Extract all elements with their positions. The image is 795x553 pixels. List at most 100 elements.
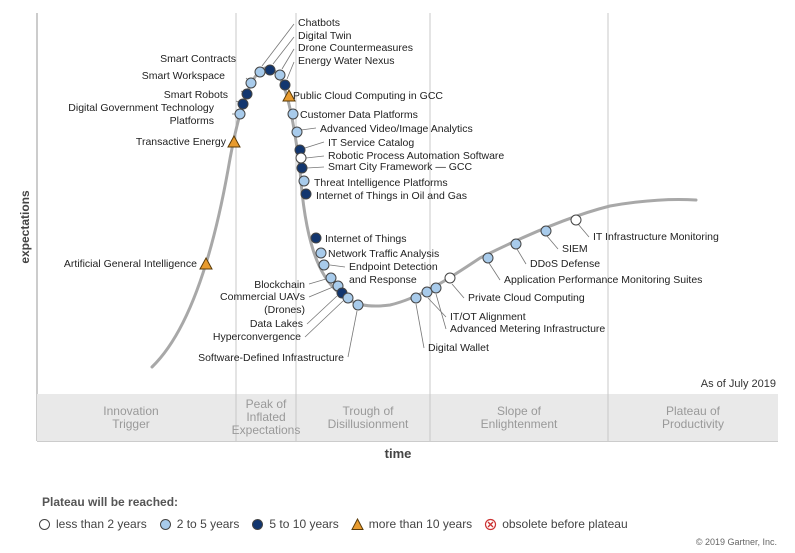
- marker-private-cloud-computing: [444, 272, 456, 284]
- leader-robotic-process-automation-software: [305, 155, 325, 159]
- label-smart-workspace: Smart Workspace: [142, 70, 225, 82]
- legend-circle: [252, 518, 264, 530]
- marker-ddos-defense: [510, 238, 522, 250]
- leader-software-defined-infrastructure: [347, 310, 358, 358]
- leader-siem: [546, 235, 559, 250]
- label-it-ot-alignment: IT/OT Alignment: [450, 311, 526, 323]
- phase-label-1-line-2: Trigger: [112, 417, 150, 431]
- label-digital-wallet: Digital Wallet: [428, 342, 489, 354]
- legend-symbol-obsolete-icon: [485, 518, 497, 530]
- label-public-cloud-computing-in-gcc: Public Cloud Computing in GCC: [293, 90, 443, 102]
- legend-symbol-circle-icon: [159, 518, 171, 530]
- label-advanced-video-image-analytics: Advanced Video/Image Analytics: [320, 123, 473, 135]
- leader-private-cloud-computing: [451, 283, 465, 299]
- legend-item-obsolete-before-plateau: obsolete before plateau: [484, 517, 628, 531]
- label-blockchain: Blockchain: [254, 279, 305, 291]
- legend-label: more than 10 years: [368, 517, 473, 531]
- label-digital-government-technology-platforms-line-1: Digital Government Technology: [68, 102, 214, 114]
- marker-smart-city-framework-gcc: [296, 162, 308, 174]
- legend-title: Plateau will be reached:: [42, 495, 179, 509]
- marker-network-traffic-analysis: [315, 247, 327, 259]
- legend-triangle: [350, 517, 364, 530]
- legend-label: 2 to 5 years: [176, 517, 240, 531]
- label-threat-intelligence-platforms: Threat Intelligence Platforms: [314, 177, 448, 189]
- label-application-performance-monitoring-suites: Application Performance Monitoring Suite…: [504, 274, 702, 286]
- legend-symbol-triangle-icon: [350, 517, 364, 530]
- marker-transactive-energy: [227, 134, 241, 148]
- label-software-defined-infrastructure: Software-Defined Infrastructure: [198, 352, 344, 364]
- label-commercial-uavs-drones-line-2: (Drones): [264, 304, 305, 316]
- label-private-cloud-computing: Private Cloud Computing: [468, 292, 585, 304]
- label-smart-robots: Smart Robots: [164, 89, 228, 101]
- phase-label-4-line-2: Enlightenment: [481, 417, 558, 431]
- label-transactive-energy: Transactive Energy: [136, 136, 227, 148]
- marker-siem: [540, 225, 552, 237]
- legend-label: less than 2 years: [56, 517, 147, 531]
- legend-label: 5 to 10 years: [269, 517, 339, 531]
- marker-robotic-process-automation-software: [295, 152, 307, 164]
- marker-digital-government-technology-platforms: [234, 108, 246, 120]
- leader-drone-countermeasures: [281, 48, 295, 70]
- legend-circle: [159, 518, 171, 530]
- legend-symbol-circle-icon: [39, 518, 50, 530]
- marker-application-performance-monitoring-suites: [482, 252, 494, 264]
- label-network-traffic-analysis: Network Traffic Analysis: [328, 248, 439, 260]
- label-internet-of-things-in-oil-and-gas: Internet of Things in Oil and Gas: [316, 190, 467, 202]
- marker-smart-robots: [237, 98, 249, 110]
- leader-it-infrastructure-monitoring: [577, 223, 590, 238]
- phase-label-2-line-3: Expectations: [232, 423, 301, 437]
- phase-label-4-line-1: Slope of: [497, 404, 542, 418]
- label-it-service-catalog: IT Service Catalog: [328, 137, 414, 149]
- leader-application-performance-monitoring-suites: [488, 262, 501, 281]
- x-axis-label: time: [385, 446, 412, 461]
- legend-item-5-to-10-years: 5 to 10 years: [251, 517, 339, 531]
- marker-digital-wallet: [410, 292, 422, 304]
- marker-smart-workspace: [241, 88, 253, 100]
- label-digital-government-technology-platforms-line-2: Platforms: [170, 115, 214, 127]
- legend-circle: [39, 518, 50, 530]
- leader-advanced-video-image-analytics: [300, 127, 317, 131]
- label-energy-water-nexus: Energy Water Nexus: [298, 55, 394, 67]
- label-data-lakes: Data Lakes: [250, 318, 303, 330]
- leader-hyperconvergence: [304, 300, 344, 338]
- phase-label-2-line-2: Inflated: [246, 410, 285, 424]
- marker-smart-contracts: [245, 77, 257, 89]
- label-artificial-general-intelligence: Artificial General Intelligence: [64, 258, 197, 270]
- phase-label-3-line-2: Disillusionment: [328, 417, 409, 431]
- leader-it-service-catalog: [304, 141, 325, 149]
- y-axis-label: expectations: [18, 190, 32, 264]
- label-smart-contracts: Smart Contracts: [160, 53, 236, 65]
- label-internet-of-things: Internet of Things: [325, 233, 407, 245]
- as-of-label: As of July 2019: [701, 378, 776, 390]
- hype-curve: [150, 66, 698, 369]
- leader-advanced-metering-infrastructure: [435, 293, 447, 330]
- leader-data-lakes: [306, 295, 338, 325]
- leader-energy-water-nexus: [286, 61, 295, 80]
- marker-blockchain: [325, 272, 337, 284]
- marker-threat-intelligence-platforms: [298, 175, 310, 187]
- marker-customer-data-platforms: [287, 108, 299, 120]
- leader-chatbots: [261, 23, 295, 67]
- phase-label-5-line-2: Productivity: [662, 417, 724, 431]
- leader-digital-twin: [272, 36, 295, 65]
- copyright: © 2019 Gartner, Inc.: [695, 537, 777, 547]
- phase-label-3-line-1: Trough of: [343, 404, 395, 418]
- legend-obsolete-cross-b: [487, 521, 494, 527]
- marker-endpoint-detection-and-response: [318, 259, 330, 271]
- legend-symbol-circle-icon: [252, 518, 264, 530]
- legend-item-less-than-2-years: less than 2 years: [38, 517, 147, 531]
- leader-ddos-defense: [516, 248, 527, 265]
- label-advanced-metering-infrastructure: Advanced Metering Infrastructure: [450, 323, 605, 335]
- leader-blockchain: [308, 278, 327, 285]
- label-siem: SIEM: [562, 243, 588, 255]
- leader-digital-wallet: [415, 303, 425, 349]
- label-endpoint-detection-and-response-line-1: Endpoint Detection: [349, 261, 438, 273]
- label-endpoint-detection-and-response-line-2: and Response: [349, 274, 417, 286]
- phase-label-2-line-1: Peak of: [246, 397, 287, 411]
- marker-hyperconvergence: [342, 292, 354, 304]
- marker-energy-water-nexus: [279, 79, 291, 91]
- label-customer-data-platforms: Customer Data Platforms: [300, 109, 418, 121]
- label-it-infrastructure-monitoring: IT Infrastructure Monitoring: [593, 231, 719, 243]
- marker-software-defined-infrastructure: [352, 299, 364, 311]
